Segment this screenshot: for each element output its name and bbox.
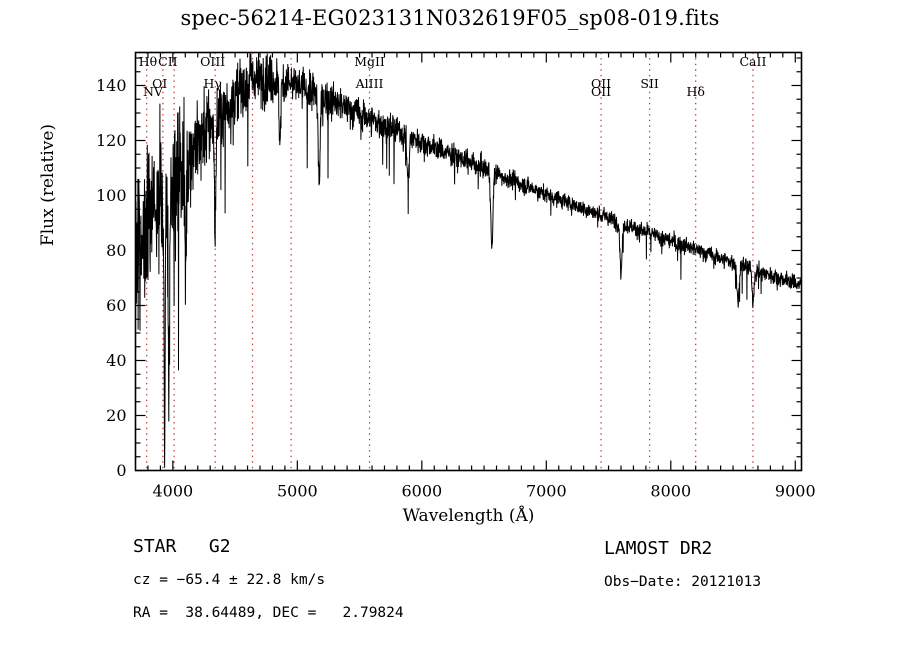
plot-frame: [134, 51, 803, 472]
x-axis-label: Wavelength (Å): [402, 506, 535, 526]
y-axis-ticks: 0 20 40 60 80 100 120 140: [96, 57, 802, 480]
svg-text:CII: CII: [158, 54, 178, 69]
survey-text: LAMOST DR2: [604, 538, 713, 559]
object-class-text: STAR G2: [133, 536, 231, 557]
svg-text:6000: 6000: [401, 482, 442, 501]
svg-text:NV: NV: [143, 84, 164, 99]
svg-text:0: 0: [116, 461, 126, 480]
page-title: spec-56214-EG023131N032619F05_sp08-019.f…: [180, 6, 720, 30]
svg-text:OIII: OIII: [200, 54, 225, 69]
svg-text:OII: OII: [591, 84, 611, 99]
svg-text:60: 60: [106, 296, 126, 315]
x-axis-ticks: 4000 5000 6000 7000 8000 9000: [147, 52, 816, 501]
svg-text:9000: 9000: [775, 482, 816, 501]
obs-date-text: Obs−Date: 20121013: [604, 574, 762, 590]
svg-text:SII: SII: [640, 76, 659, 91]
y-axis-label: Flux (relative): [38, 123, 58, 247]
svg-text:MgII: MgII: [354, 54, 385, 69]
svg-text:8000: 8000: [650, 482, 691, 501]
svg-text:Hθ: Hθ: [139, 54, 157, 69]
svg-text:20: 20: [106, 406, 126, 425]
svg-text:7000: 7000: [526, 482, 567, 501]
svg-text:OI: OI: [152, 76, 167, 91]
svg-text:Hγ: Hγ: [203, 76, 221, 91]
svg-text:Hδ: Hδ: [686, 84, 704, 99]
svg-text:80: 80: [106, 241, 126, 260]
svg-text:140: 140: [96, 76, 127, 95]
svg-text:120: 120: [96, 131, 127, 150]
spectral-line-markers: [146, 52, 754, 471]
spectrum-trace: [135, 52, 802, 468]
svg-text:5000: 5000: [277, 482, 318, 501]
coordinates-text: RA = 38.64489, DEC = 2.79824: [133, 605, 404, 621]
svg-text:CaII: CaII: [739, 54, 766, 69]
redshift-velocity-text: cz = −65.4 ± 22.8 km/s: [133, 572, 326, 588]
svg-text:100: 100: [96, 186, 127, 205]
svg-text:AlIII: AlIII: [355, 76, 384, 91]
svg-text:40: 40: [106, 351, 126, 370]
svg-text:4000: 4000: [152, 482, 193, 501]
svg-text:OII: OII: [591, 76, 611, 91]
